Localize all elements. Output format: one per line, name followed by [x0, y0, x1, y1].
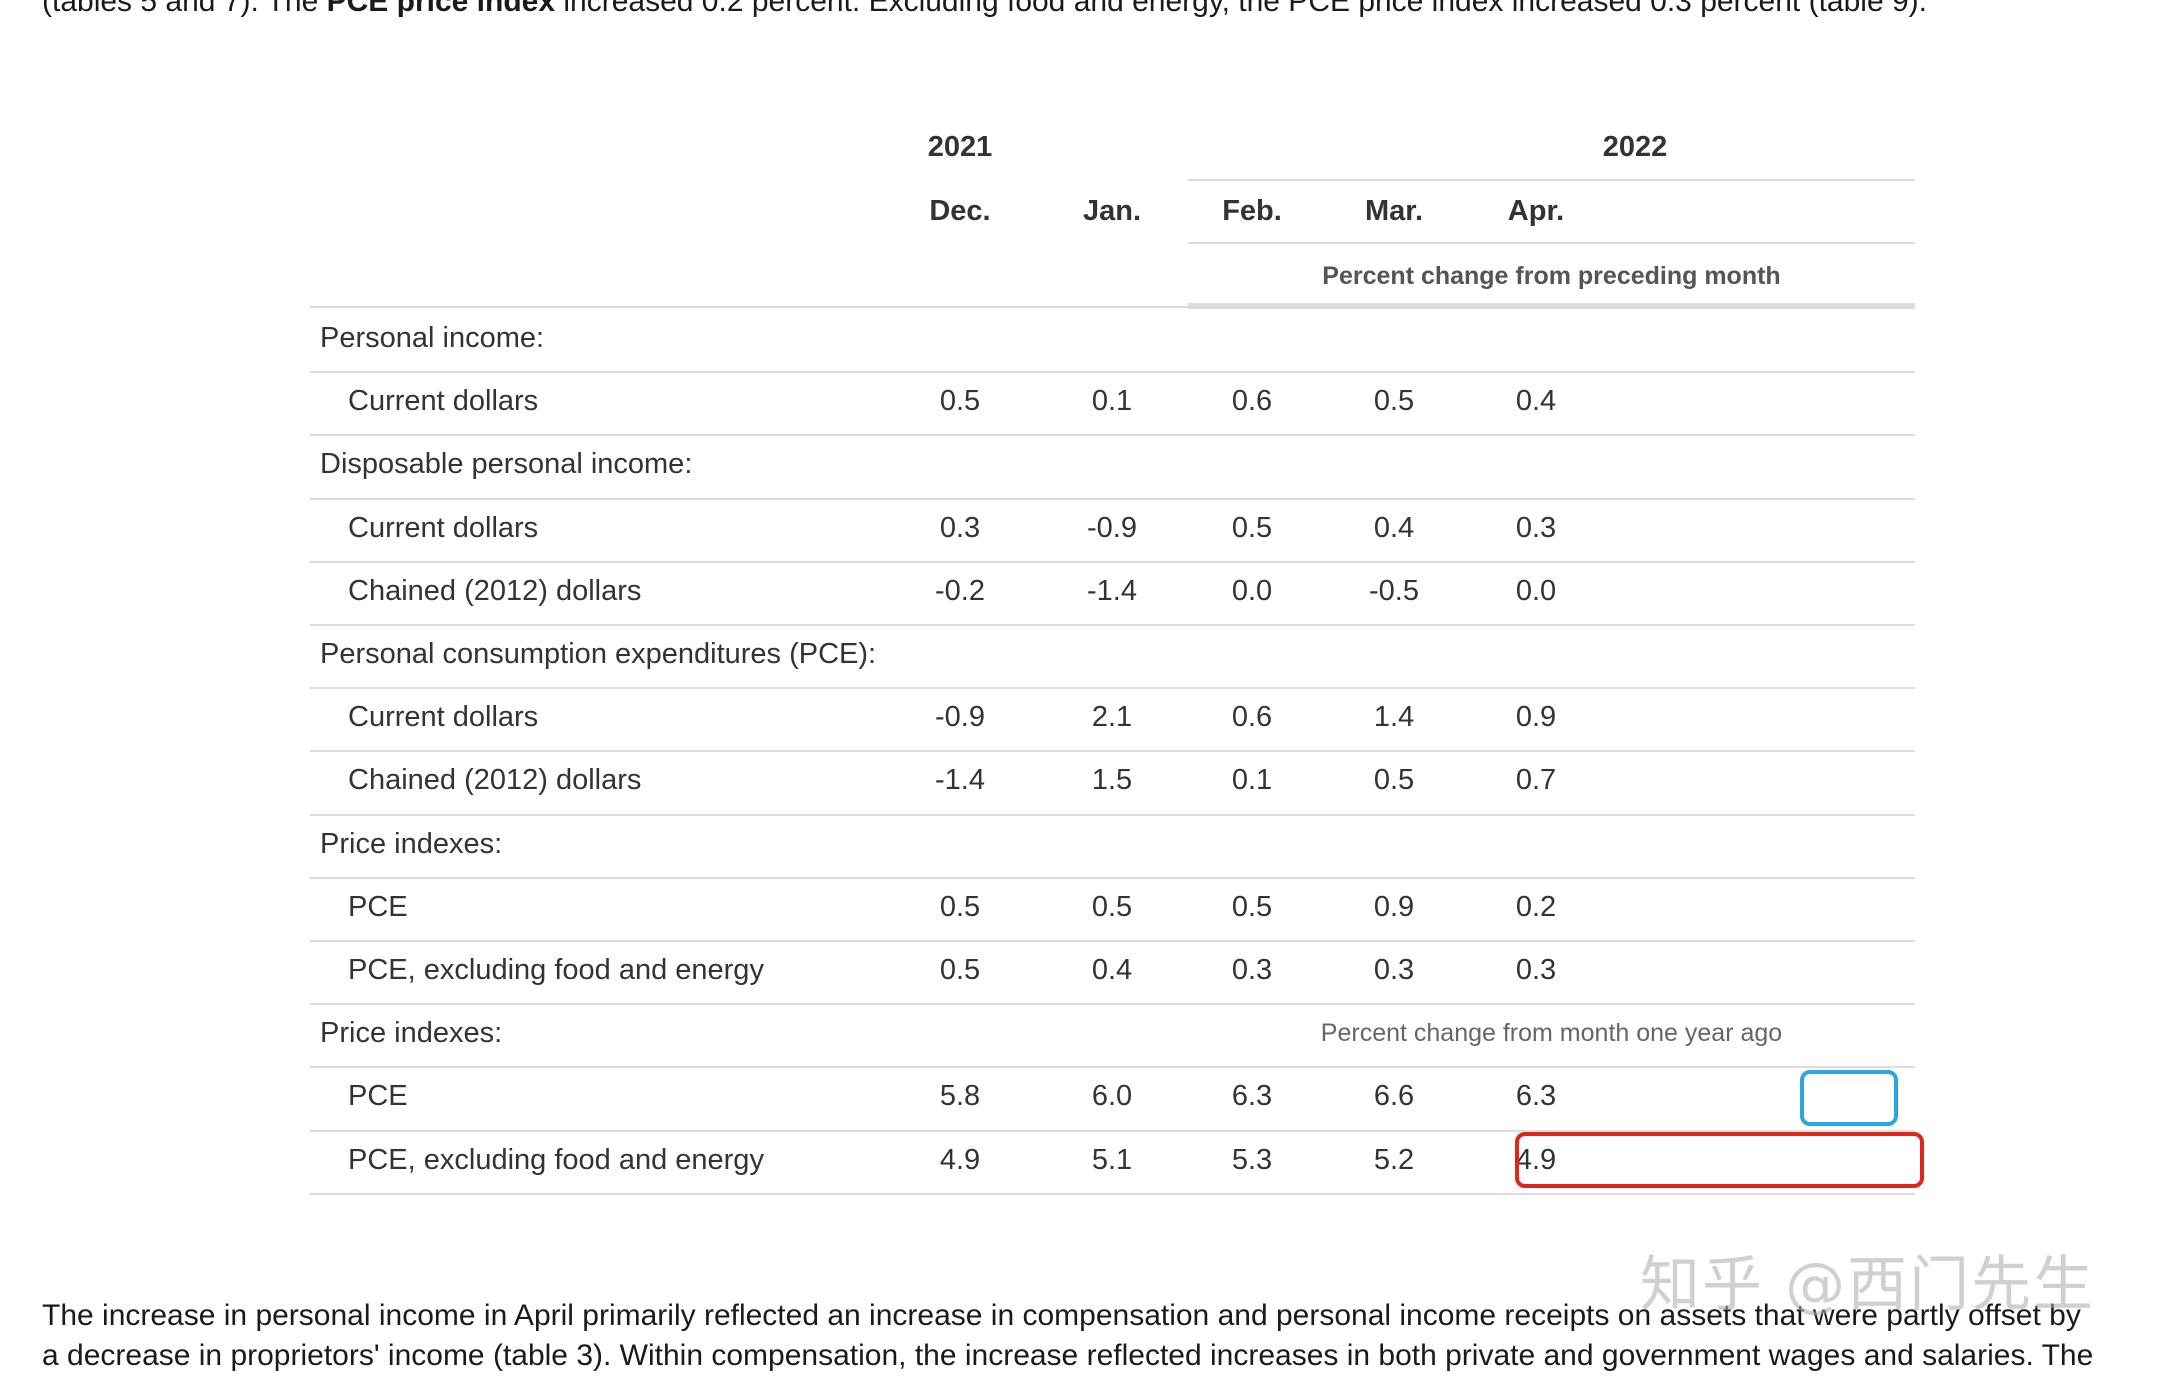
table-cell: 0.6: [1231, 385, 1273, 418]
row-label-group: Personal income:: [320, 322, 545, 354]
table-cell: 6.3: [1231, 1080, 1273, 1113]
row-label-item: Current dollars: [348, 511, 539, 544]
month-header-mar: Mar.: [1364, 195, 1424, 227]
table-cell: 2.1: [1091, 701, 1133, 734]
row-divider: [310, 876, 1915, 879]
table-cell: 5.8: [939, 1080, 981, 1113]
table-cell: 0.0: [1515, 574, 1557, 607]
table-cell: 0.5: [1091, 890, 1133, 923]
body-paragraph-line-2: a decrease in proprietors' income (table…: [42, 1339, 2094, 1372]
row-label-item: Current dollars: [348, 385, 539, 418]
row-divider: [310, 560, 1915, 563]
row-label-item: PCE, excluding food and energy: [348, 1143, 764, 1176]
month-header-feb: Feb.: [1222, 195, 1282, 227]
table-cell: 6.6: [1373, 1080, 1415, 1113]
row-divider: [310, 1192, 1915, 1195]
header-rule-left: [310, 306, 1188, 308]
table-cell: 0.3: [1515, 954, 1557, 986]
table-cell: 0.9: [1515, 701, 1557, 734]
row-label-item: PCE, excluding food and energy: [348, 954, 764, 986]
table-cell: 5.3: [1231, 1143, 1273, 1176]
unit-label-monthly: Percent change from preceding month: [1322, 262, 1781, 290]
table-cell: 0.4: [1515, 385, 1557, 418]
table-cell: 0.0: [1231, 574, 1273, 607]
table-cell: 0.5: [939, 890, 981, 923]
table-cell: -0.5: [1369, 574, 1419, 607]
highlight-box-blue: [1800, 1070, 1898, 1127]
table-cell: 6.3: [1515, 1080, 1557, 1113]
table-cell: 0.4: [1373, 511, 1415, 544]
month-header-apr: Apr.: [1507, 195, 1565, 227]
intro-text-bold: PCE price index: [326, 0, 556, 18]
body-paragraph: The increase in personal income in April…: [42, 1296, 2166, 1376]
table-cell: 0.3: [1231, 954, 1273, 986]
table-cell: 0.7: [1515, 764, 1557, 797]
highlight-box-red: [1515, 1131, 1924, 1188]
table-cell: 0.3: [1515, 511, 1557, 544]
table-cell: 0.5: [1373, 385, 1415, 418]
row-divider: [310, 940, 1915, 942]
table-cell: -0.9: [1087, 511, 1137, 544]
month-header-jan: Jan.: [1082, 195, 1142, 227]
intro-text-suffix: increased 0.2 percent. Excluding food an…: [555, 0, 1927, 18]
table-cell: -1.4: [1087, 574, 1137, 607]
table-cell: 0.3: [939, 511, 981, 544]
table-cell: 0.5: [1231, 890, 1273, 923]
table-cell: 0.3: [1373, 954, 1415, 986]
row-label-item: Chained (2012) dollars: [348, 764, 642, 797]
table-cell: 5.2: [1373, 1143, 1415, 1176]
row-divider: [310, 1066, 1915, 1069]
row-label-item: PCE: [348, 1080, 408, 1113]
year-header-2021: 2021: [927, 131, 993, 163]
table-cell: 6.0: [1091, 1080, 1133, 1113]
row-label-group: Disposable personal income:: [320, 448, 693, 481]
table-cell: -0.2: [935, 574, 985, 607]
header-rule-years: [1188, 179, 1915, 181]
table-cell: 1.4: [1373, 701, 1415, 734]
table-cell: 0.5: [939, 385, 981, 418]
row-divider: [310, 750, 1915, 753]
table-cell: 0.5: [939, 954, 981, 986]
intro-text-prefix: (tables 5 and 7). The: [42, 0, 327, 18]
table-cell: 4.9: [1515, 1143, 1557, 1176]
row-divider: [310, 687, 1915, 690]
row-label-group: Price indexes:: [320, 827, 503, 860]
body-paragraph-line-1: The increase in personal income in April…: [42, 1299, 2081, 1332]
header-rule-thick: [1188, 303, 1915, 309]
table-cell: 0.1: [1231, 764, 1273, 797]
table-cell: 4.9: [939, 1143, 981, 1176]
intro-paragraph: (tables 5 and 7). The PCE price index in…: [42, 0, 2166, 62]
row-label-group: Price indexes:: [320, 1017, 503, 1050]
row-divider: [310, 1003, 1915, 1006]
row-divider: [310, 813, 1915, 816]
month-header-dec: Dec.: [929, 195, 991, 227]
table-cell: 0.5: [1373, 764, 1415, 797]
row-divider: [310, 371, 1915, 374]
header-rule-months: [1188, 242, 1915, 244]
table-cell: 0.6: [1231, 701, 1273, 734]
table-cell: 0.1: [1091, 385, 1133, 418]
table-cell: 0.4: [1091, 954, 1133, 986]
row-divider: [310, 624, 1915, 626]
table-cell: 1.5: [1091, 764, 1133, 797]
table-cell: 0.9: [1373, 890, 1415, 923]
row-divider: [310, 1129, 1915, 1132]
table-cell: -0.9: [935, 701, 985, 734]
row-divider: [310, 497, 1915, 500]
table-cell: 5.1: [1091, 1143, 1133, 1176]
row-label-item: Chained (2012) dollars: [348, 574, 642, 607]
table-cell: 0.2: [1515, 890, 1557, 923]
table-cell: -1.4: [935, 764, 985, 797]
unit-label-yearly: Percent change from month one year ago: [1320, 1019, 1783, 1048]
row-label-item: Current dollars: [348, 701, 539, 734]
zhihu-watermark: 知乎 @西门先生: [1640, 1250, 2096, 1320]
row-label-item: PCE: [348, 890, 408, 923]
table-cell: 0.5: [1231, 511, 1273, 544]
year-header-2022: 2022: [1602, 131, 1668, 163]
row-divider: [310, 434, 1915, 437]
row-label-group: Personal consumption expenditures (PCE):: [320, 638, 877, 670]
